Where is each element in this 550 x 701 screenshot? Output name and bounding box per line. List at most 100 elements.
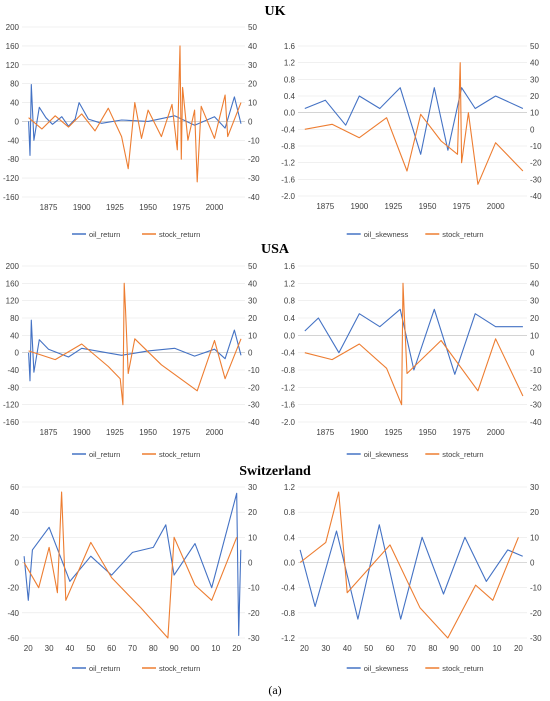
usa-skewness-y-right-tick-label: 40 (530, 279, 539, 288)
usa-return-y-left-tick-label: 160 (6, 279, 20, 288)
uk-skewness-y-left-tick-label: 0.0 (284, 109, 296, 118)
usa-skewness-y-right-tick-label: 50 (530, 262, 539, 271)
uk-return-y-left-tick-label: 200 (6, 23, 20, 32)
switzerland-return-legend-label-stock-return: stock_return (159, 664, 200, 673)
uk-skewness-y-right-tick-label: -40 (530, 192, 542, 201)
uk-skewness-series-oil-skewness (304, 87, 524, 155)
switzerland-return-x-tick-label: 20 (24, 644, 33, 653)
switzerland-skewness-y-right-tick-label: -30 (530, 634, 542, 643)
uk-return-y-right-tick-label: 50 (248, 23, 257, 32)
usa-return-x-tick-label: 2000 (206, 428, 224, 437)
usa-return-y-right-tick-label: -20 (248, 383, 260, 392)
switzerland-skewness-y-right-tick-label: 0 (530, 559, 535, 568)
switzerland-skewness-x-tick-label: 20 (514, 644, 523, 653)
switzerland-return-y-right-tick-label: 0 (248, 559, 253, 568)
switzerland-skewness-y-right-tick-label: -20 (530, 609, 542, 618)
uk-return-y-right-tick-label: 0 (248, 117, 253, 126)
usa-skewness-y-left-tick-label: 1.2 (284, 279, 296, 288)
usa-skewness-y-right-tick-label: 0 (530, 349, 535, 358)
usa-return-x-tick-label: 1925 (106, 428, 124, 437)
switzerland-return-y-right-tick-label: 10 (248, 533, 257, 542)
usa-return-legend-label-oil-return: oil_return (89, 450, 120, 459)
switzerland-skewness-y-left-tick-label: 1.2 (284, 483, 296, 492)
uk-return-y-right-tick-label: 30 (248, 61, 257, 70)
title-uk: UK (264, 4, 286, 19)
uk-skewness-y-left-tick-label: 0.8 (284, 75, 296, 84)
usa-return-x-tick-label: 1975 (172, 428, 190, 437)
usa-return-y-left-tick-label: -160 (3, 418, 20, 427)
switzerland-return-y-right-tick-label: 30 (248, 483, 257, 492)
usa-return-y-left-tick-label: 40 (10, 331, 19, 340)
switzerland-return-y-left-tick-label: 40 (10, 508, 19, 517)
uk-skewness-y-right-tick-label: 20 (530, 92, 539, 101)
usa-skewness-y-right-tick-label: -20 (530, 383, 542, 392)
uk-skewness-x-tick-label: 1975 (453, 202, 471, 211)
uk-skewness-y-right-tick-label: 10 (530, 109, 539, 118)
uk-return-y-left-tick-label: 120 (6, 61, 20, 70)
usa-skewness-y-right-tick-label: 30 (530, 297, 539, 306)
uk-return-y-right-tick-label: -40 (248, 193, 260, 202)
switzerland-return-y-left-tick-label: 0 (15, 559, 20, 568)
usa-return-y-right-tick-label: 30 (248, 297, 257, 306)
uk-return-y-right-tick-label: 10 (248, 99, 257, 108)
usa-skewness-x-tick-label: 1925 (385, 428, 403, 437)
switzerland-return-y-right-tick-label: -10 (248, 584, 260, 593)
switzerland-return-y-left-tick-label: -40 (7, 609, 19, 618)
switzerland-skewness-y-right-tick-label: 10 (530, 533, 539, 542)
usa-skewness-x-tick-label: 1975 (453, 428, 471, 437)
switzerland-return-x-tick-label: 00 (191, 644, 200, 653)
usa-skewness-y-left-tick-label: 0.0 (284, 331, 296, 340)
uk-return-y-left-tick-label: -40 (7, 136, 19, 145)
uk-skewness-x-tick-label: 1925 (385, 202, 403, 211)
switzerland-skewness-series-stock-return (299, 491, 519, 639)
uk-return-y-right-tick-label: -30 (248, 174, 260, 183)
uk-skewness-y-left-tick-label: -0.8 (281, 142, 295, 151)
uk-return-x-tick-label: 2000 (206, 203, 224, 212)
uk-skewness-x-tick-label: 2000 (487, 202, 505, 211)
uk-return-series-oil-return (28, 84, 242, 156)
uk-skewness-y-left-tick-label: -1.2 (281, 159, 295, 168)
usa-return-series-oil-return (28, 319, 242, 382)
switzerland-return-x-tick-label: 80 (149, 644, 158, 653)
usa-return-y-right-tick-label: 10 (248, 331, 257, 340)
usa-return-y-right-tick-label: 0 (248, 349, 253, 358)
usa-skewness-y-right-tick-label: 10 (530, 331, 539, 340)
switzerland-skewness-legend-label-oil-skewness: oil_skewness (364, 664, 409, 673)
switzerland-skewness-x-tick-label: 90 (450, 644, 459, 653)
uk-return-x-tick-label: 1975 (172, 203, 190, 212)
uk-return-y-left-tick-label: 0 (15, 117, 20, 126)
usa-skewness-y-left-tick-label: -1.2 (281, 383, 295, 392)
uk-skewness-y-right-tick-label: 30 (530, 75, 539, 84)
usa-skewness-x-tick-label: 1900 (350, 428, 368, 437)
switzerland-skewness-y-right-tick-label: 20 (530, 508, 539, 517)
usa-skewness-x-tick-label: 1875 (316, 428, 334, 437)
switzerland-skewness-x-tick-label: 20 (300, 644, 309, 653)
switzerland-return-y-right-tick-label: -30 (248, 634, 260, 643)
uk-skewness-y-right-tick-label: -30 (530, 175, 542, 184)
switzerland-return-legend-label-oil-return: oil_return (89, 664, 120, 673)
usa-skewness-x-tick-label: 2000 (487, 428, 505, 437)
switzerland-return-y-left-tick-label: 20 (10, 533, 19, 542)
uk-skewness-series-stock-return (304, 62, 524, 185)
usa-skewness-y-left-tick-label: 1.6 (284, 262, 296, 271)
uk-skewness-y-left-tick-label: 1.6 (284, 42, 296, 51)
switzerland-skewness-series-oil-skewness (299, 524, 523, 620)
usa-return-legend-label-stock-return: stock_return (159, 450, 200, 459)
usa-return-y-left-tick-label: -40 (7, 366, 19, 375)
uk-skewness-y-left-tick-label: -2.0 (281, 192, 295, 201)
usa-skewness-y-left-tick-label: -0.4 (281, 349, 295, 358)
switzerland-skewness-y-left-tick-label: -0.8 (281, 609, 295, 618)
uk-skewness-y-right-tick-label: -20 (530, 159, 542, 168)
uk-return-x-tick-label: 1950 (139, 203, 157, 212)
uk-return-x-tick-label: 1925 (106, 203, 124, 212)
switzerland-return-y-left-tick-label: -60 (7, 634, 19, 643)
switzerland-return-x-tick-label: 90 (170, 644, 179, 653)
title-usa: USA (260, 242, 289, 257)
title-switzerland: Switzerland (239, 464, 311, 479)
usa-skewness-y-left-tick-label: -2.0 (281, 418, 295, 427)
uk-return-y-left-tick-label: -120 (3, 174, 20, 183)
switzerland-return-x-tick-label: 40 (65, 644, 74, 653)
usa-return-y-right-tick-label: 20 (248, 314, 257, 323)
usa-skewness-y-right-tick-label: -10 (530, 366, 542, 375)
